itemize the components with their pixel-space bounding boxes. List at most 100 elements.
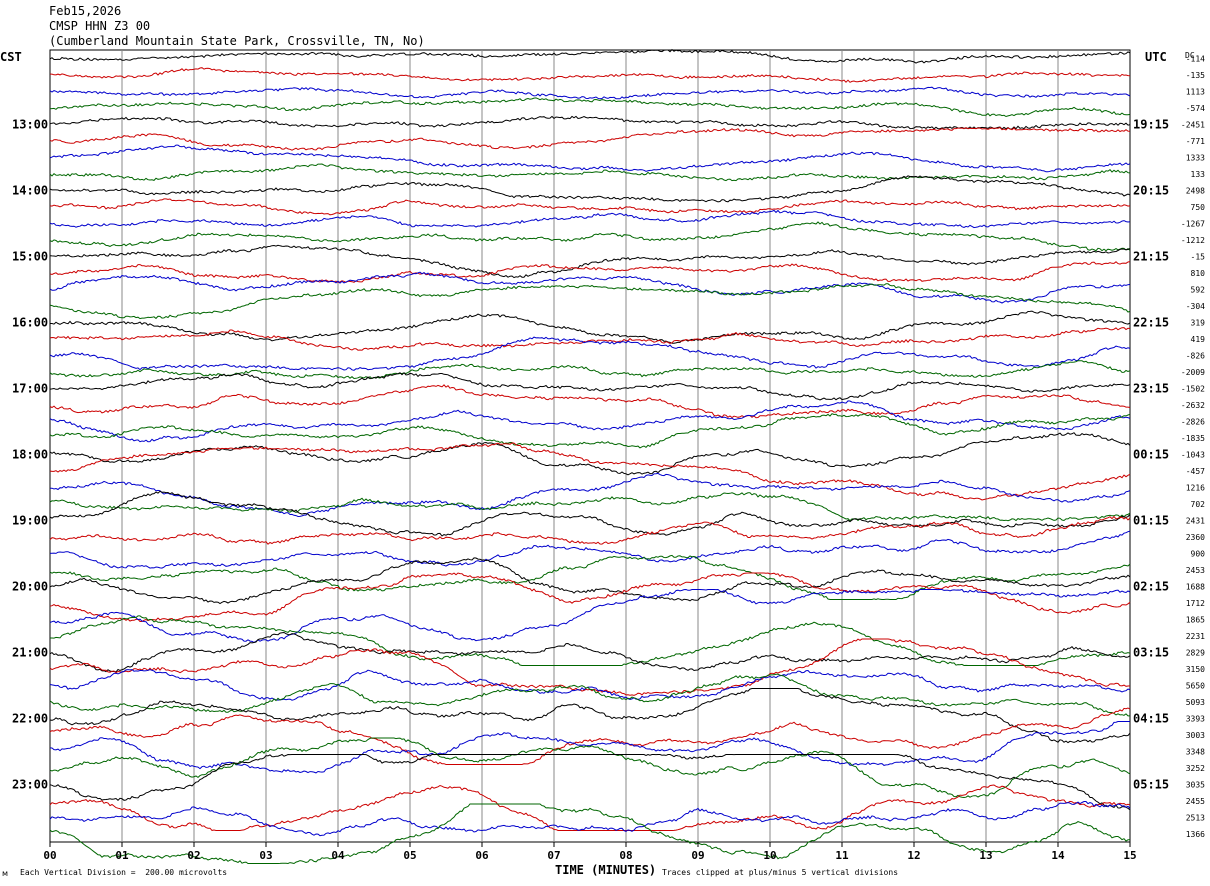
trace-row-20 [49, 360, 1131, 380]
trace-row-10 [49, 198, 1131, 216]
dc-offset-3: 1113 [1186, 87, 1205, 96]
utc-hour-label: 03:15 [1133, 645, 1169, 659]
x-tick-label-04: 04 [331, 849, 345, 862]
x-axis-title: TIME (MINUTES) [555, 863, 656, 877]
dc-offset-24: -1835 [1181, 434, 1205, 443]
dc-offset-18: 419 [1191, 335, 1206, 344]
cst-hour-label: 13:00 [12, 117, 48, 131]
trace-row-23 [49, 400, 1131, 443]
x-tick-label-07: 07 [547, 849, 560, 862]
trace-row-33 [49, 557, 1131, 605]
dc-offset-31: 900 [1191, 549, 1206, 558]
trace-row-48 [49, 803, 1131, 865]
dc-offset-23: -2826 [1181, 417, 1205, 426]
dc-offset-11: -1267 [1181, 219, 1205, 228]
utc-hour-label: 05:15 [1133, 777, 1169, 791]
trace-row-2 [50, 67, 1131, 83]
trace-row-17 [50, 310, 1131, 344]
cst-hour-label: 16:00 [12, 315, 48, 329]
dc-offset-9: 2498 [1186, 186, 1205, 195]
dc-offset-27: 1216 [1186, 483, 1205, 492]
dc-offset-38: 3150 [1186, 665, 1205, 674]
trace-row-5 [49, 115, 1131, 130]
cst-hour-label: 14:00 [12, 183, 48, 197]
trace-row-45 [49, 753, 1131, 811]
dc-offset-36: 2231 [1186, 632, 1205, 641]
dc-offset-2: -135 [1186, 71, 1205, 80]
trace-row-7 [49, 144, 1131, 173]
dc-offset-14: 810 [1191, 269, 1206, 278]
trace-row-6 [49, 126, 1131, 151]
trace-row-19 [49, 336, 1131, 371]
utc-hour-label: 01:15 [1133, 513, 1169, 527]
trace-row-3 [49, 86, 1131, 100]
x-tick-label-01: 01 [115, 849, 129, 862]
dc-offset-17: 319 [1191, 318, 1206, 327]
dc-offset-8: 133 [1191, 170, 1206, 179]
cst-hour-label: 21:00 [12, 645, 48, 659]
trace-row-36 [50, 615, 1131, 667]
minute-grid [121, 50, 1059, 842]
trace-row-39 [49, 669, 1131, 701]
dc-offset-4: -574 [1186, 104, 1205, 113]
trace-row-34 [49, 572, 1131, 622]
trace-row-13 [49, 244, 1131, 279]
utc-hour-label: 21:15 [1133, 249, 1169, 263]
x-tick-label-14: 14 [1051, 849, 1065, 862]
utc-axis-label: UTC [1145, 50, 1167, 64]
cst-hour-label: 18:00 [12, 447, 48, 461]
trace-row-11 [49, 209, 1131, 229]
trace-row-42 [49, 707, 1131, 765]
utc-hour-label: 02:15 [1133, 579, 1169, 593]
dc-offset-44: 3252 [1186, 764, 1205, 773]
utc-hour-label: 23:15 [1133, 381, 1169, 395]
trace-row-15 [49, 271, 1131, 304]
cst-time-labels: 13:00 14:00 15:00 16:00 17:00 18:00 19:00 20:00… [12, 117, 48, 791]
dc-offset-37: 2829 [1186, 648, 1205, 657]
dc-offset-32: 2453 [1186, 566, 1205, 575]
trace-row-8 [49, 163, 1131, 182]
cst-hour-label: 15:00 [12, 249, 48, 263]
trace-row-26 [49, 442, 1131, 501]
dc-offset-39: 5650 [1186, 681, 1205, 690]
dc-offset-7: 1333 [1186, 153, 1205, 162]
trace-row-18 [49, 327, 1131, 351]
x-tick-label-12: 12 [907, 849, 920, 862]
x-tick-label-06: 06 [475, 849, 489, 862]
dc-offset-10: 750 [1191, 203, 1206, 212]
trace-row-40 [49, 673, 1130, 717]
x-tick-label-09: 09 [691, 849, 704, 862]
cst-hour-label: 22:00 [12, 711, 48, 725]
trace-row-30 [49, 515, 1131, 545]
trace-row-46 [49, 784, 1131, 831]
x-tick-label-00: 00 [43, 849, 56, 862]
trace-row-9 [49, 175, 1131, 203]
seismic-traces [49, 48, 1131, 865]
dc-offset-34: 1712 [1186, 599, 1205, 608]
x-tick-label-10: 10 [763, 849, 776, 862]
dc-offset-48: 1366 [1186, 830, 1205, 839]
trace-row-14 [49, 261, 1131, 283]
x-tick-label-08: 08 [619, 849, 632, 862]
dc-offset-42: 3003 [1186, 731, 1205, 740]
dc-offset-43: 3348 [1186, 747, 1205, 756]
dc-offset-45: 3035 [1186, 780, 1205, 789]
trace-row-24 [49, 413, 1131, 449]
dc-offset-15: 592 [1191, 285, 1206, 294]
utc-hour-label: 04:15 [1133, 711, 1169, 725]
dc-offset-22: -2632 [1181, 401, 1205, 410]
dc-offset-21: -1502 [1181, 384, 1205, 393]
dc-offset-29: 2431 [1186, 516, 1205, 525]
x-tick-label-05: 05 [403, 849, 416, 862]
dc-offset-26: -457 [1186, 467, 1205, 476]
trace-row-22 [49, 384, 1131, 419]
plot-date: Feb15,2026 [49, 4, 122, 18]
dc-offset-5: -2451 [1181, 120, 1205, 129]
dc-offset-20: -2009 [1181, 368, 1205, 377]
clip-note: Traces clipped at plus/minus 5 vertical … [662, 868, 898, 877]
utc-time-labels: 19:15 20:15 21:15 22:15 23:15 00:15 01:15 02:15… [1133, 117, 1169, 791]
trace-row-29 [49, 490, 1131, 537]
x-tick-label-13: 13 [979, 849, 992, 862]
dc-label: DC [1185, 51, 1195, 60]
